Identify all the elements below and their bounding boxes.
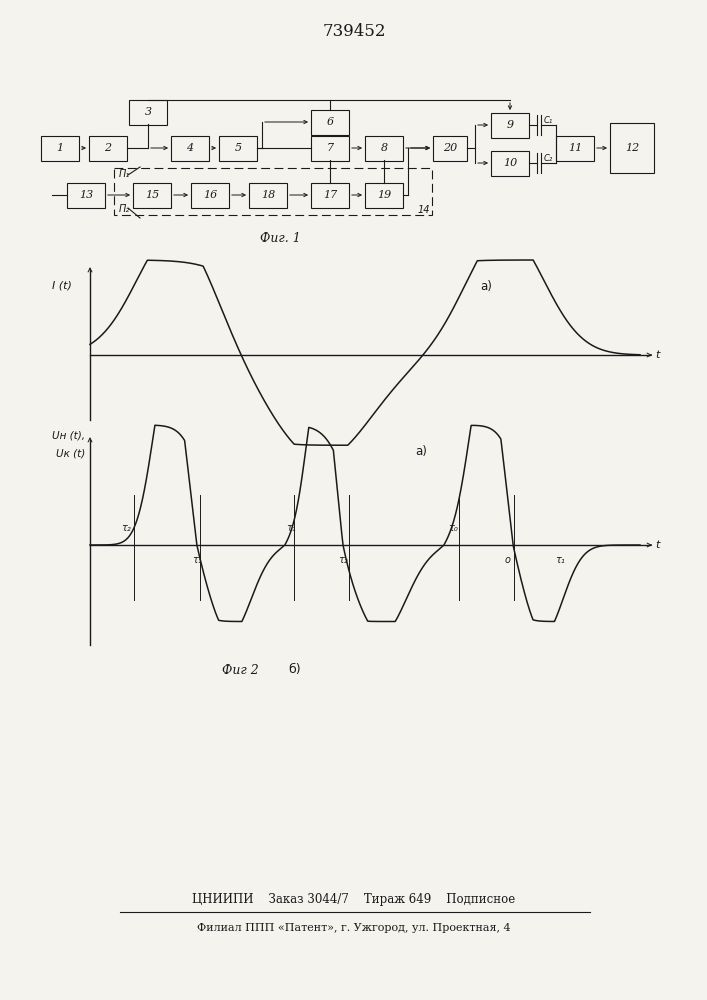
Text: Uк (t): Uк (t) <box>56 448 85 458</box>
Text: τ₁: τ₁ <box>286 523 296 533</box>
Text: 1: 1 <box>57 143 64 153</box>
Text: 2: 2 <box>105 143 112 153</box>
Bar <box>67 182 105 208</box>
Bar <box>171 135 209 160</box>
Bar <box>114 168 432 215</box>
Bar <box>249 182 287 208</box>
Text: П₂: П₂ <box>119 204 130 214</box>
Bar <box>433 135 467 160</box>
Text: Фиг 2: Фиг 2 <box>221 664 258 676</box>
Bar <box>610 123 654 173</box>
Text: Филиал ППП «Патент», г. Ужгород, ул. Проектная, 4: Филиал ППП «Патент», г. Ужгород, ул. Про… <box>197 923 511 933</box>
Text: 10: 10 <box>503 158 517 168</box>
Text: 16: 16 <box>203 190 217 200</box>
Text: 20: 20 <box>443 143 457 153</box>
Text: 13: 13 <box>79 190 93 200</box>
Text: τ₂: τ₂ <box>121 523 131 533</box>
Text: 6: 6 <box>327 117 334 127</box>
Bar <box>129 100 167 124</box>
Text: 8: 8 <box>380 143 387 153</box>
Text: 18: 18 <box>261 190 275 200</box>
Text: τ₁: τ₁ <box>192 555 202 565</box>
Text: ЦНИИПИ    Заказ 3044/7    Тираж 649    Подписное: ЦНИИПИ Заказ 3044/7 Тираж 649 Подписное <box>192 894 515 906</box>
Bar <box>133 182 171 208</box>
Bar <box>365 182 403 208</box>
Text: 5: 5 <box>235 143 242 153</box>
Text: o: o <box>505 555 511 565</box>
Text: 11: 11 <box>568 143 582 153</box>
Bar <box>219 135 257 160</box>
Bar <box>191 182 229 208</box>
Text: б): б) <box>288 664 301 676</box>
Text: τ₁: τ₁ <box>556 555 565 565</box>
Bar <box>491 112 529 137</box>
Text: I (t): I (t) <box>52 280 72 290</box>
Bar <box>41 135 79 160</box>
Text: Фиг. 1: Фиг. 1 <box>259 232 300 244</box>
Bar <box>311 109 349 134</box>
Bar <box>311 135 349 160</box>
Text: 7: 7 <box>327 143 334 153</box>
Text: 19: 19 <box>377 190 391 200</box>
Text: 14: 14 <box>418 205 431 215</box>
Text: 17: 17 <box>323 190 337 200</box>
Text: 3: 3 <box>144 107 151 117</box>
Text: 9: 9 <box>506 120 513 130</box>
Text: 12: 12 <box>625 143 639 153</box>
Bar <box>556 135 594 160</box>
Text: 4: 4 <box>187 143 194 153</box>
Text: t: t <box>655 540 660 550</box>
Text: 739452: 739452 <box>322 23 386 40</box>
Text: a): a) <box>415 445 427 458</box>
Bar <box>89 135 127 160</box>
Text: a): a) <box>480 280 492 293</box>
Bar <box>491 150 529 176</box>
Text: C₂: C₂ <box>544 154 554 163</box>
Text: 15: 15 <box>145 190 159 200</box>
Text: τ₀: τ₀ <box>448 523 458 533</box>
Text: t: t <box>655 350 660 360</box>
Bar <box>311 182 349 208</box>
Text: Uн (t),: Uн (t), <box>52 430 85 440</box>
Text: C₁: C₁ <box>544 116 554 125</box>
Text: П₁: П₁ <box>119 169 130 179</box>
Text: τ₂: τ₂ <box>338 555 348 565</box>
Bar <box>365 135 403 160</box>
